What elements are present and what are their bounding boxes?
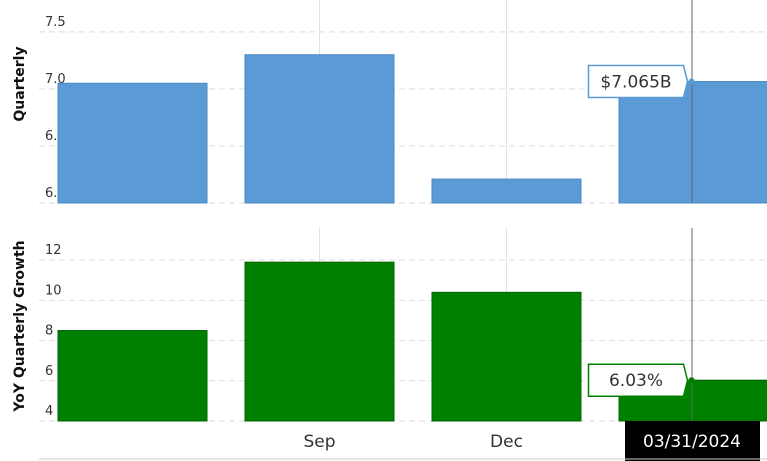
y-tick-label: 12 [45, 243, 62, 258]
bar [57, 330, 208, 422]
y-tick-label: 10 [45, 283, 62, 298]
x-tick-label: Dec [490, 432, 523, 452]
y-axis-title: Quarterly [12, 46, 28, 121]
data-label: $7.065B [600, 73, 671, 93]
tooltip-box [587, 363, 689, 397]
x-tick-label: 03/31/2024 [643, 432, 741, 452]
crosshair-label-bg [625, 421, 760, 461]
bar [431, 291, 582, 422]
bar [244, 261, 395, 422]
data-label: 6.03% [609, 371, 663, 391]
bar [244, 54, 395, 204]
tooltip-box [587, 64, 689, 99]
tooltip: $7.065B [587, 64, 695, 99]
bar [618, 81, 767, 204]
tooltip: 6.03% [587, 363, 695, 397]
y-axis-title: YoY Quarterly Growth [12, 240, 28, 412]
y-tick-label: 6 [45, 364, 53, 379]
x-tick-label: Sep [303, 432, 335, 452]
bar [431, 178, 582, 204]
bar [57, 82, 208, 204]
hover-point [688, 377, 695, 384]
y-tick-label: 7.5 [45, 15, 66, 30]
y-tick-label: 4 [45, 404, 53, 419]
y-tick-label: 8 [45, 324, 53, 339]
hover-point [688, 78, 695, 85]
